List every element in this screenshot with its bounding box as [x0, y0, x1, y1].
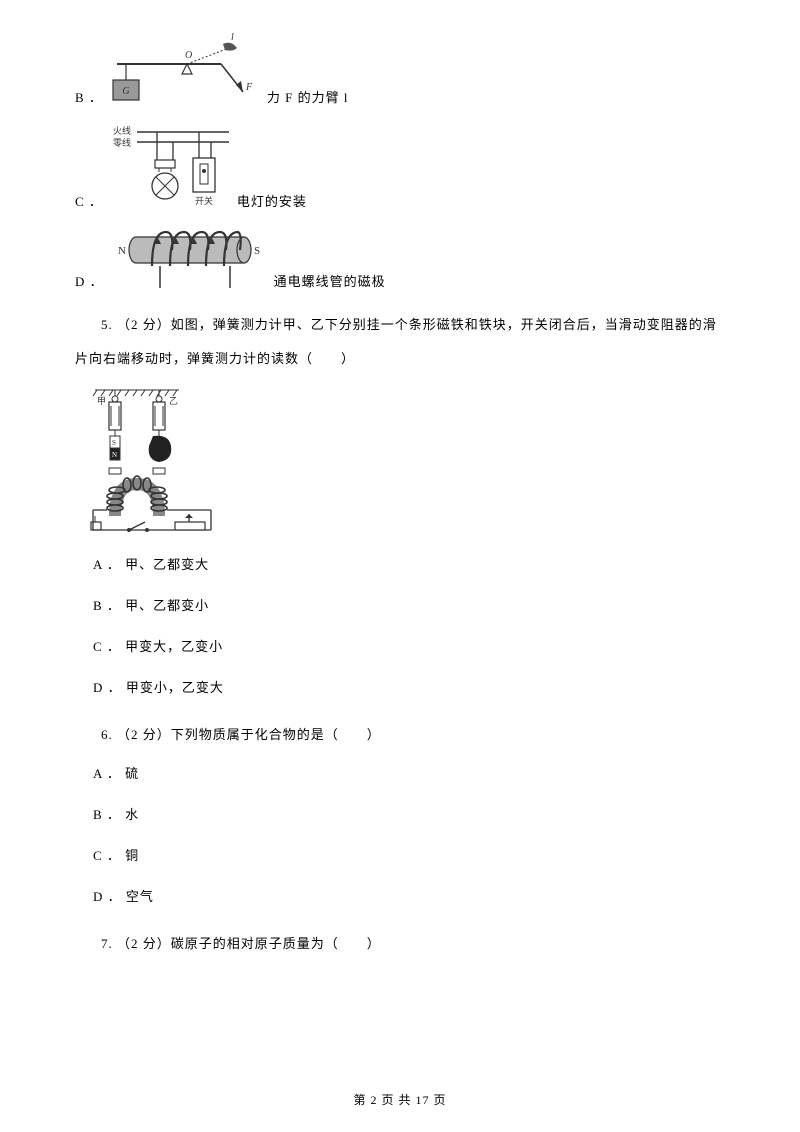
svg-text:F: F — [245, 82, 253, 93]
q5-option-b: B ． 甲、乙都变小 — [93, 595, 725, 614]
lever-diagram: G O l F — [111, 30, 261, 106]
question-6-text: 6. （2 分）下列物质属于化合物的是（ ） — [75, 718, 725, 752]
page-footer: 第 2 页 共 17 页 — [0, 1091, 800, 1108]
q6-option-c: C ． 铜 — [93, 845, 725, 864]
option-d-row: D ． N S 通电螺线管的磁极 — [75, 228, 725, 290]
option-b-label: B ． — [75, 87, 103, 106]
north-label: N — [118, 245, 126, 257]
option-b-text: 力 F 的力臂 l — [267, 87, 349, 106]
zero-wire-label: 零线 — [113, 137, 131, 148]
svg-text:S: S — [112, 439, 116, 447]
option-c-label: C ． — [75, 191, 103, 210]
option-d-label: D ． — [75, 271, 104, 290]
q5-option-a: A ． 甲、乙都变大 — [93, 554, 725, 573]
svg-text:l: l — [231, 32, 234, 43]
south-label: S — [254, 245, 260, 257]
svg-text:N: N — [112, 451, 117, 459]
q6-option-d: D ． 空气 — [93, 886, 725, 905]
option-c-row: C ． 火线 零线 开关 电灯的安装 — [75, 124, 725, 210]
svg-text:G: G — [122, 86, 129, 97]
q6-option-b: B ． 水 — [93, 804, 725, 823]
q5-option-d: D ． 甲变小，乙变大 — [93, 677, 725, 696]
option-b-row: B ． G O l F 力 F 的力臂 l — [75, 30, 725, 106]
question-5-diagram-row: 甲 乙 S N — [75, 386, 725, 536]
lamp-diagram: 火线 零线 开关 — [111, 124, 231, 210]
fire-wire-label: 火线 — [113, 125, 131, 136]
q6-option-a: A ． 硫 — [93, 763, 725, 782]
spring-circuit-diagram: 甲 乙 S N — [89, 386, 219, 536]
option-c-text: 电灯的安装 — [237, 191, 307, 210]
q5-option-c: C ． 甲变大，乙变小 — [93, 636, 725, 655]
svg-text:甲: 甲 — [97, 396, 106, 406]
svg-text:O: O — [185, 50, 192, 61]
switch-label: 开关 — [195, 195, 213, 206]
question-7-text: 7. （2 分）碳原子的相对原子质量为（ ） — [75, 927, 725, 961]
solenoid-diagram: N S — [112, 228, 268, 290]
svg-text:乙: 乙 — [169, 396, 178, 406]
question-5-text: 5. （2 分）如图，弹簧测力计甲、乙下分别挂一个条形磁铁和铁块，开关闭合后，当… — [75, 308, 725, 376]
option-d-text: 通电螺线管的磁极 — [274, 271, 386, 290]
